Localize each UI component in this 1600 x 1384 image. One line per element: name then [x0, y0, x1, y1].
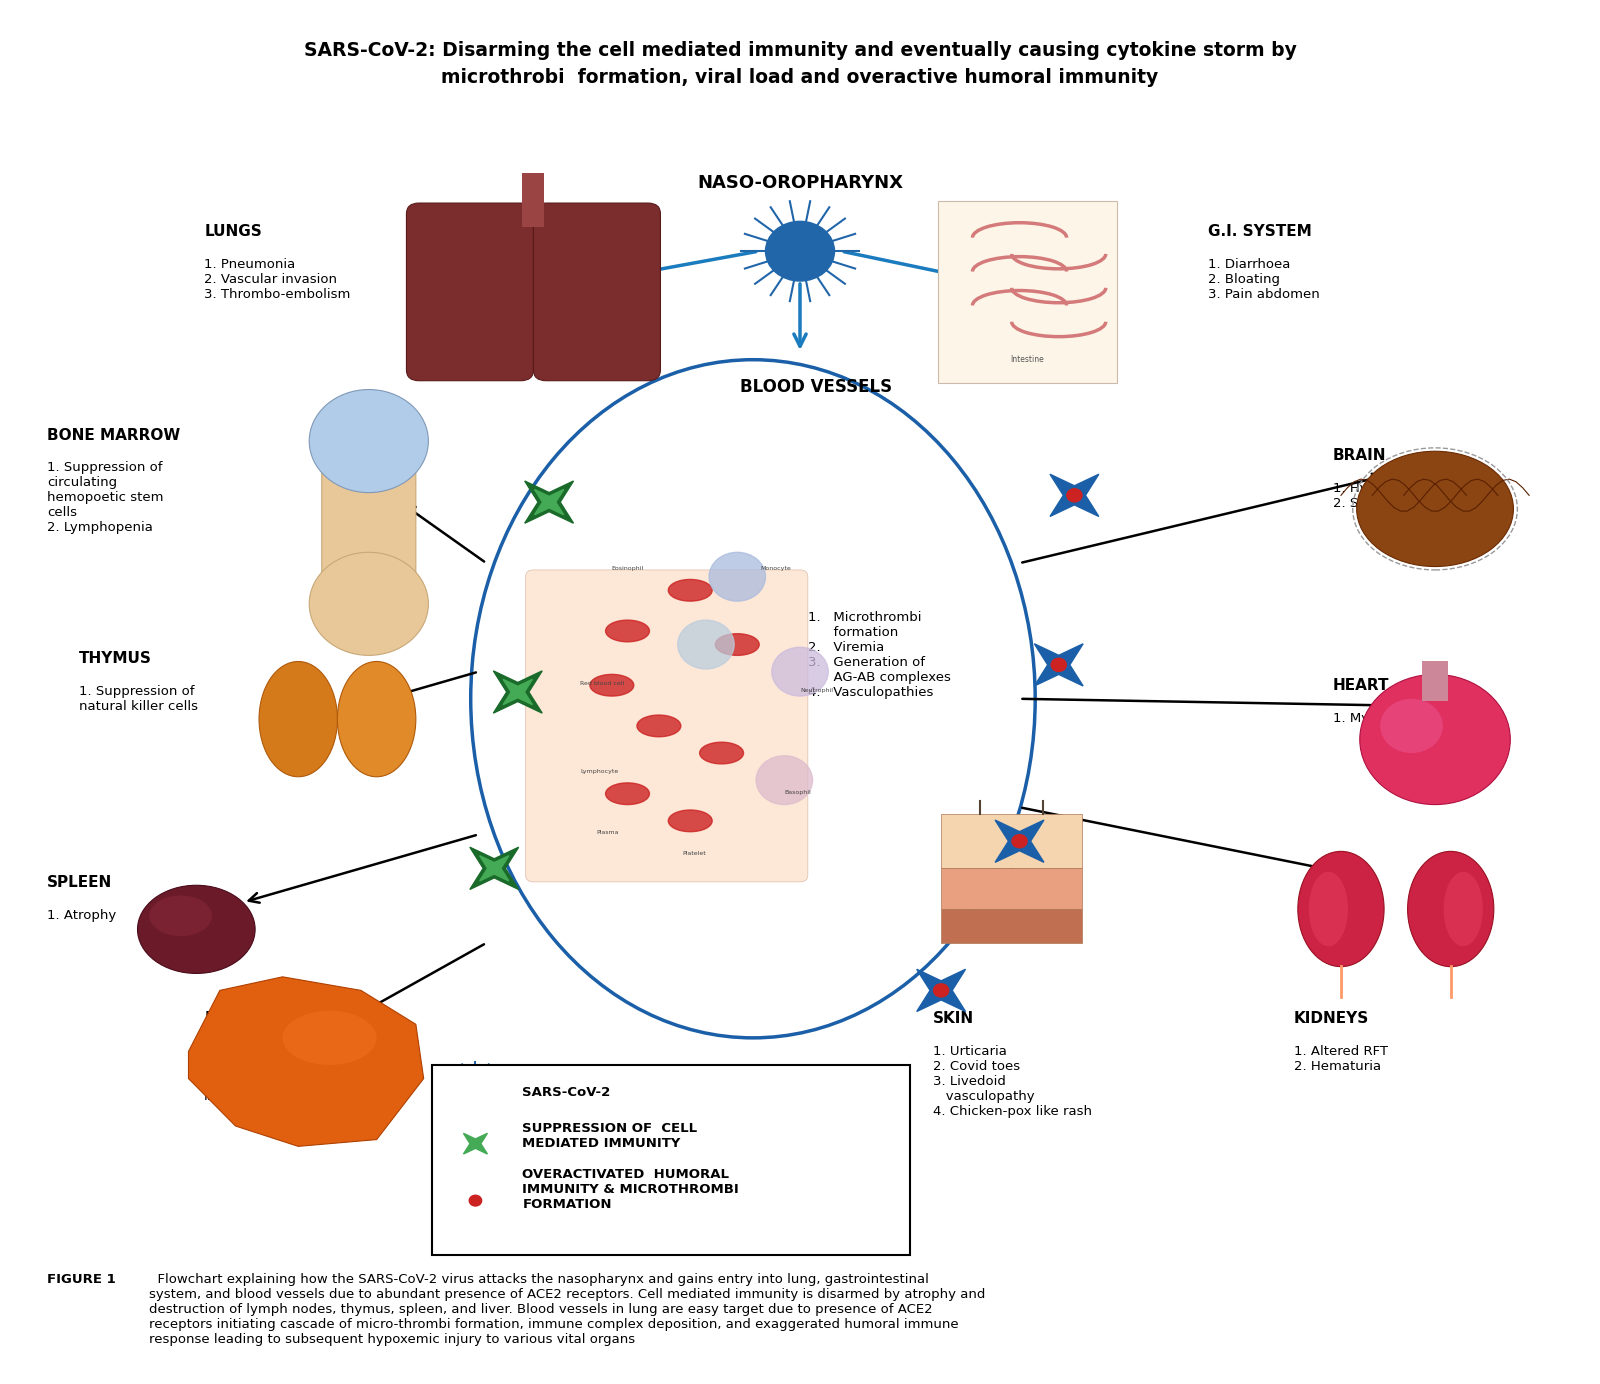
Ellipse shape: [699, 742, 744, 764]
Circle shape: [678, 620, 734, 668]
Text: BLOOD VESSELS: BLOOD VESSELS: [739, 378, 891, 396]
Text: OVERACTIVATED  HUMORAL
IMMUNITY & MICROTHROMBI
FORMATION: OVERACTIVATED HUMORAL IMMUNITY & MICROTH…: [523, 1168, 739, 1211]
Polygon shape: [995, 821, 1043, 862]
Circle shape: [1067, 489, 1082, 502]
Text: HEART: HEART: [1333, 678, 1390, 693]
Circle shape: [309, 552, 429, 656]
Text: 1.   Microthrombi
      formation
2.   Viremia
3.   Generation of
      AG-AB co: 1. Microthrombi formation 2. Viremia 3. …: [808, 610, 950, 699]
Circle shape: [757, 756, 813, 804]
Text: THYMUS: THYMUS: [78, 652, 152, 666]
Text: SKIN: SKIN: [933, 1010, 974, 1026]
Circle shape: [469, 1196, 482, 1205]
Ellipse shape: [637, 716, 682, 736]
Text: Flowchart explaining how the SARS-CoV-2 virus attacks the nasopharynx and gains : Flowchart explaining how the SARS-CoV-2 …: [149, 1272, 986, 1345]
Text: Monocyte: Monocyte: [762, 566, 792, 572]
Polygon shape: [525, 482, 573, 523]
Text: 1. Diarrhoea
2. Bloating
3. Pain abdomen: 1. Diarrhoea 2. Bloating 3. Pain abdomen: [1208, 257, 1320, 300]
Text: 1. Atrophy: 1. Atrophy: [48, 909, 117, 922]
Text: KIDNEYS: KIDNEYS: [1294, 1010, 1370, 1026]
Ellipse shape: [590, 674, 634, 696]
Ellipse shape: [1309, 872, 1349, 947]
Bar: [941, 814, 1082, 868]
Circle shape: [1011, 835, 1027, 848]
Ellipse shape: [1408, 851, 1494, 966]
Polygon shape: [464, 1133, 488, 1154]
Ellipse shape: [605, 783, 650, 804]
Text: Eosinophil: Eosinophil: [611, 566, 643, 572]
Text: LUNGS: LUNGS: [205, 224, 262, 239]
Text: 1. Suppression of
natural killer cells: 1. Suppression of natural killer cells: [78, 685, 198, 713]
Text: Neutrophil: Neutrophil: [800, 688, 834, 693]
Polygon shape: [1034, 644, 1083, 686]
Text: NASO-OROPHARYNX: NASO-OROPHARYNX: [698, 174, 902, 192]
Text: BRAIN: BRAIN: [1333, 448, 1387, 462]
Ellipse shape: [669, 580, 712, 601]
Text: 1. Hypoxemic injury
2. Stroke: 1. Hypoxemic injury 2. Stroke: [1333, 482, 1466, 509]
Polygon shape: [1050, 475, 1099, 516]
Text: microthrobi  formation, viral load and overactive humoral immunity: microthrobi formation, viral load and ov…: [442, 68, 1158, 87]
Circle shape: [454, 1074, 496, 1110]
Ellipse shape: [715, 634, 760, 656]
Circle shape: [771, 648, 829, 696]
Text: BONE MARROW: BONE MARROW: [48, 428, 181, 443]
Polygon shape: [470, 847, 518, 890]
Circle shape: [933, 984, 949, 996]
Text: SUPPRESSION OF  CELL
MEDIATED IMMUNITY: SUPPRESSION OF CELL MEDIATED IMMUNITY: [523, 1121, 698, 1150]
Circle shape: [1381, 699, 1443, 753]
Circle shape: [709, 552, 765, 601]
Text: 1. Urticaria
2. Covid toes
3. Livedoid
   vasculopathy
4. Chicken-pox like rash: 1. Urticaria 2. Covid toes 3. Livedoid v…: [933, 1045, 1093, 1118]
Circle shape: [309, 389, 429, 493]
Ellipse shape: [1357, 451, 1514, 566]
FancyBboxPatch shape: [432, 1066, 910, 1255]
Text: Plasma: Plasma: [597, 830, 619, 836]
FancyBboxPatch shape: [406, 203, 533, 381]
Ellipse shape: [338, 662, 416, 776]
Circle shape: [1360, 674, 1510, 804]
FancyBboxPatch shape: [525, 570, 808, 882]
Bar: [941, 909, 1082, 943]
Text: 1. Pneumonia
2. Vascular invasion
3. Thrombo-embolism: 1. Pneumonia 2. Vascular invasion 3. Thr…: [205, 257, 350, 300]
Text: 1. Altered LFT
2. Diffuse
mononuclear
infiltration: 1. Altered LFT 2. Diffuse mononuclear in…: [205, 1045, 296, 1103]
Ellipse shape: [138, 886, 254, 973]
Text: Intestine: Intestine: [1011, 354, 1045, 364]
Ellipse shape: [283, 1010, 376, 1066]
Text: 1. Myocarditis: 1. Myocarditis: [1333, 713, 1426, 725]
FancyBboxPatch shape: [938, 201, 1117, 383]
FancyBboxPatch shape: [533, 203, 661, 381]
Polygon shape: [189, 977, 424, 1146]
Text: Basophil: Basophil: [784, 790, 811, 794]
Text: Red blood cell: Red blood cell: [581, 681, 624, 686]
Polygon shape: [502, 680, 533, 704]
Text: SARS-CoV-2: SARS-CoV-2: [523, 1085, 611, 1099]
Text: FIGURE 1: FIGURE 1: [48, 1272, 117, 1286]
Text: Platelet: Platelet: [682, 851, 706, 855]
Text: SARS-CoV-2: Disarming the cell mediated immunity and eventually causing cytokine: SARS-CoV-2: Disarming the cell mediated …: [304, 42, 1296, 60]
Text: 1. Suppression of
circulating
hemopoetic stem
cells
2. Lymphopenia: 1. Suppression of circulating hemopoetic…: [48, 461, 163, 534]
Ellipse shape: [1443, 872, 1483, 947]
Text: LIVER: LIVER: [205, 1010, 253, 1026]
Text: Lymphocyte: Lymphocyte: [581, 770, 619, 775]
Circle shape: [1051, 659, 1066, 671]
Ellipse shape: [669, 810, 712, 832]
Text: G.I. SYSTEM: G.I. SYSTEM: [1208, 224, 1312, 239]
Ellipse shape: [605, 620, 650, 642]
Polygon shape: [493, 671, 542, 713]
Text: 1. Altered RFT
2. Hematuria: 1. Altered RFT 2. Hematuria: [1294, 1045, 1387, 1073]
Text: SPLEEN: SPLEEN: [48, 875, 112, 890]
Polygon shape: [456, 1183, 496, 1218]
Bar: [941, 868, 1082, 909]
Polygon shape: [534, 490, 563, 515]
Bar: [523, 173, 544, 227]
Ellipse shape: [149, 895, 211, 936]
Polygon shape: [917, 969, 965, 1012]
Bar: [1422, 660, 1448, 702]
FancyBboxPatch shape: [322, 421, 416, 624]
Polygon shape: [456, 1127, 496, 1161]
Ellipse shape: [1298, 851, 1384, 966]
Circle shape: [765, 221, 835, 281]
Ellipse shape: [259, 662, 338, 776]
Polygon shape: [480, 855, 509, 882]
